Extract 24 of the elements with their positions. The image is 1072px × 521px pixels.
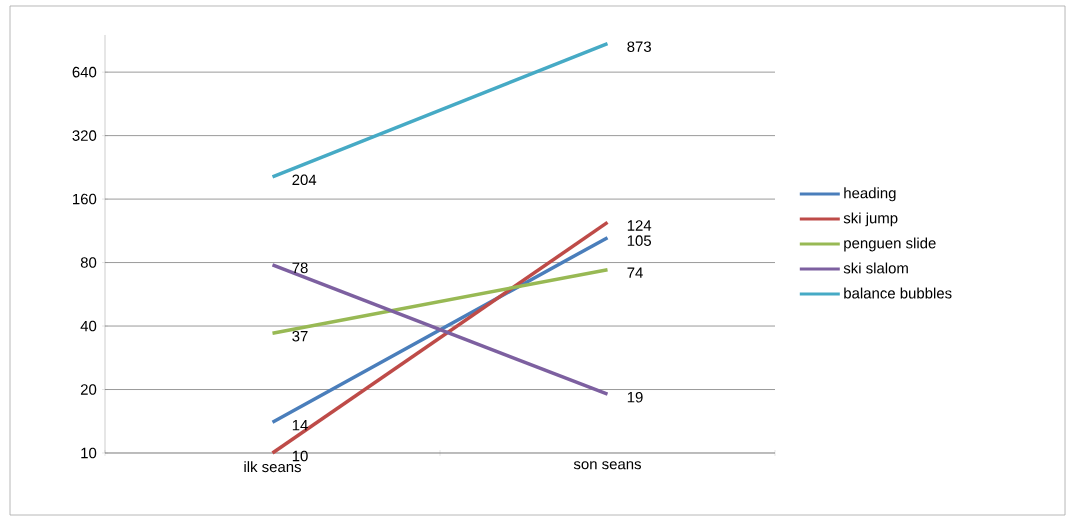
legend-label: balance bubbles bbox=[844, 287, 952, 299]
data-label: 74 bbox=[627, 267, 643, 278]
y-tick-label: 20 bbox=[80, 384, 97, 395]
data-label: 10 bbox=[292, 450, 308, 462]
y-tick-label: 160 bbox=[73, 193, 97, 205]
x-tick-label: son seans bbox=[573, 461, 641, 470]
y-tick-label: 320 bbox=[72, 130, 97, 141]
data-label: 78 bbox=[292, 262, 308, 274]
y-tick-label: 80 bbox=[80, 257, 97, 268]
legend-label: ski slalom bbox=[843, 262, 908, 274]
data-label: 19 bbox=[627, 391, 643, 403]
y-tick-label: 10 bbox=[81, 447, 97, 459]
data-label: 124 bbox=[627, 220, 652, 231]
data-label: 204 bbox=[292, 174, 317, 186]
legend-label: heading bbox=[844, 187, 896, 202]
y-tick-label: 40 bbox=[80, 320, 97, 332]
data-label: 873 bbox=[627, 41, 651, 52]
legend-label: penguen slide bbox=[844, 237, 936, 252]
data-label: 105 bbox=[627, 235, 652, 246]
y-tick-label: 640 bbox=[72, 66, 97, 78]
data-label: 37 bbox=[292, 330, 308, 342]
data-label: 14 bbox=[292, 420, 308, 431]
x-tick-label: ilk seans bbox=[244, 461, 301, 473]
legend-label: ski jump bbox=[843, 212, 898, 227]
